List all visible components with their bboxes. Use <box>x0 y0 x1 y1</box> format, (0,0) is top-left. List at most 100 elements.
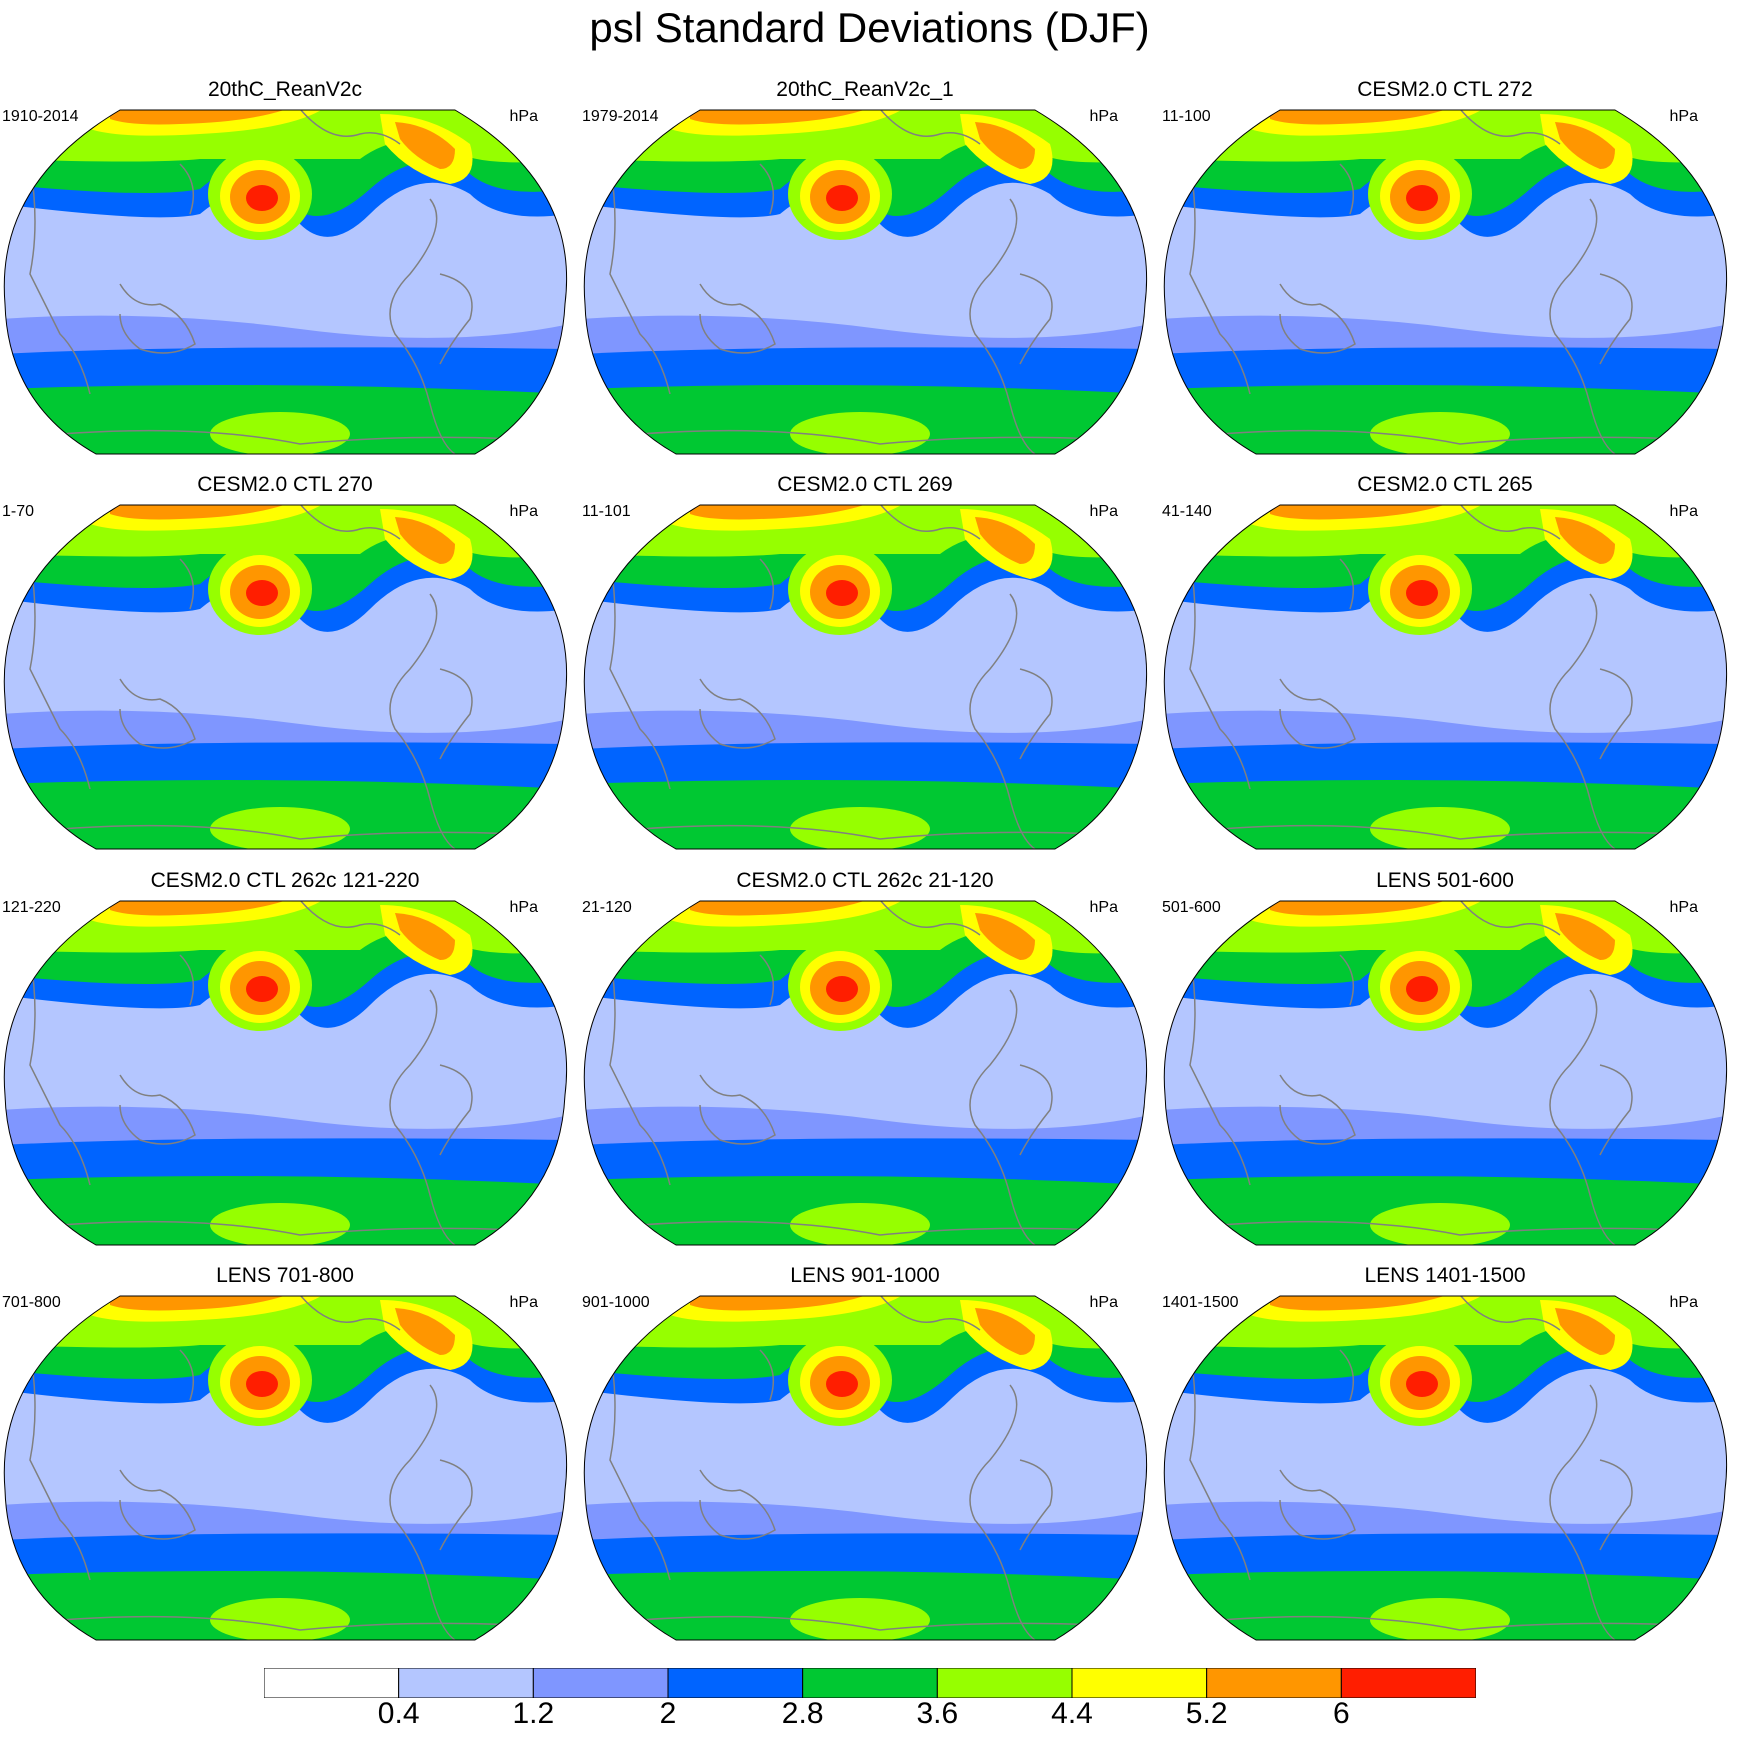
map-panel: 20thC_ReanV2c 1910-2014 hPa <box>0 78 570 473</box>
robinson-map <box>1163 1295 1728 1641</box>
colorbar-tick-label: 5.2 <box>1185 1697 1228 1730</box>
panel-title: CESM2.0 CTL 269 <box>777 473 953 496</box>
panel-units: hPa <box>1089 503 1118 520</box>
panel-period: 11-101 <box>582 503 631 520</box>
coastlines <box>1189 1296 1681 1640</box>
panel-period: 901-1000 <box>582 1294 650 1311</box>
coastlines <box>29 505 521 849</box>
panel-title: 20thC_ReanV2c_1 <box>776 78 954 101</box>
coastlines <box>609 901 1101 1245</box>
contour-fill <box>584 901 1147 1245</box>
map-panel: 20thC_ReanV2c_1 1979-2014 hPa <box>580 78 1150 473</box>
colorbar-swatch <box>802 1668 938 1698</box>
robinson-map <box>583 900 1148 1246</box>
robinson-map <box>583 1295 1148 1641</box>
colorbar-swatch <box>1206 1668 1342 1698</box>
panel-title: CESM2.0 CTL 272 <box>1357 78 1533 101</box>
contour-fill <box>4 505 567 849</box>
panel-units: hPa <box>1089 899 1118 916</box>
panel-period: 121-220 <box>2 899 61 916</box>
map-panel: LENS 901-1000 901-1000 hPa <box>580 1264 1150 1659</box>
robinson-map <box>3 109 568 455</box>
colorbar-tick-label: 4.4 <box>1051 1697 1093 1730</box>
panel-title: LENS 501-600 <box>1376 869 1514 892</box>
colorbar-tick-label: 0.4 <box>377 1697 420 1730</box>
contour-fill <box>584 1296 1147 1640</box>
panel-title: LENS 901-1000 <box>790 1264 940 1287</box>
panel-units: hPa <box>1089 1294 1118 1311</box>
panel-title: 20thC_ReanV2c <box>207 78 363 101</box>
colorbar-swatch <box>1340 1668 1476 1698</box>
colorbar-swatch <box>264 1668 400 1698</box>
robinson-map <box>1163 109 1728 455</box>
map-panel: CESM2.0 CTL 265 41-140 hPa <box>1160 473 1730 868</box>
figure-title: psl Standard Deviations (DJF) <box>589 4 1150 51</box>
panel-units: hPa <box>1669 899 1698 916</box>
colorbar-tick-label: 2.8 <box>781 1697 824 1730</box>
robinson-map <box>3 900 568 1246</box>
colorbar-swatch <box>398 1668 534 1698</box>
coastlines <box>609 1296 1101 1640</box>
panel-units: hPa <box>509 1294 538 1311</box>
contour-fill <box>584 505 1147 849</box>
panel-period: 701-800 <box>2 1294 61 1311</box>
coastlines <box>609 110 1101 454</box>
panel-units: hPa <box>1669 503 1698 520</box>
panel-period: 1979-2014 <box>582 108 659 125</box>
colorbar-swatch <box>936 1668 1073 1698</box>
panel-units: hPa <box>509 503 538 520</box>
panel-period: 1401-1500 <box>1162 1294 1239 1311</box>
robinson-map <box>583 109 1148 455</box>
robinson-map <box>1163 900 1728 1246</box>
map-panel: LENS 701-800 701-800 hPa <box>0 1264 570 1659</box>
colorbar <box>264 1668 1476 1698</box>
contour-fill <box>4 1296 567 1640</box>
map-panel: CESM2.0 CTL 262c 21-120 21-120 hPa <box>580 869 1150 1264</box>
contour-fill <box>1164 1296 1727 1640</box>
colorbar-swatch <box>532 1668 669 1698</box>
map-panel: LENS 1401-1500 1401-1500 hPa <box>1160 1264 1730 1659</box>
contour-fill <box>1164 901 1727 1245</box>
panel-units: hPa <box>509 899 538 916</box>
map-panel: CESM2.0 CTL 270 1-70 hPa <box>0 473 570 868</box>
contour-fill <box>4 901 567 1245</box>
coastlines <box>29 901 521 1245</box>
contour-fill <box>584 110 1147 454</box>
robinson-map <box>3 504 568 850</box>
map-panel: LENS 501-600 501-600 hPa <box>1160 869 1730 1264</box>
panel-units: hPa <box>1669 1294 1698 1311</box>
panel-title: CESM2.0 CTL 265 <box>1357 473 1533 496</box>
panel-units: hPa <box>1669 108 1698 125</box>
map-panel: CESM2.0 CTL 262c 121-220 121-220 hPa <box>0 869 570 1264</box>
panel-title: CESM2.0 CTL 262c 21-120 <box>736 869 994 892</box>
robinson-map <box>1163 504 1728 850</box>
map-panel: CESM2.0 CTL 269 11-101 hPa <box>580 473 1150 868</box>
coastlines <box>1189 110 1681 454</box>
panel-title: CESM2.0 CTL 262c 121-220 <box>150 869 420 892</box>
panel-title: LENS 1401-1500 <box>1364 1264 1526 1287</box>
colorbar-tick-label: 3.6 <box>916 1697 959 1730</box>
map-panel: CESM2.0 CTL 272 11-100 hPa <box>1160 78 1730 473</box>
contour-fill <box>1164 505 1727 849</box>
colorbar-swatch <box>667 1668 804 1698</box>
panel-period: 41-140 <box>1162 503 1212 520</box>
colorbar-tick-label: 2 <box>659 1697 677 1730</box>
panel-period: 11-100 <box>1162 108 1211 125</box>
panel-period: 1-70 <box>2 503 35 520</box>
panel-period: 501-600 <box>1162 899 1221 916</box>
coastlines <box>29 110 521 454</box>
contour-fill <box>4 110 567 454</box>
panel-period: 1910-2014 <box>2 108 79 125</box>
panel-title: CESM2.0 CTL 270 <box>197 473 373 496</box>
colorbar-swatch <box>1071 1668 1208 1698</box>
coastlines <box>1189 901 1681 1245</box>
panel-title: LENS 701-800 <box>216 1264 354 1287</box>
contour-fill <box>1164 110 1727 454</box>
panel-units: hPa <box>1089 108 1118 125</box>
coastlines <box>1189 505 1681 849</box>
colorbar-tick-label: 1.2 <box>512 1697 555 1730</box>
robinson-map <box>583 504 1148 850</box>
panel-period: 21-120 <box>582 899 632 916</box>
coastlines <box>609 505 1101 849</box>
robinson-map <box>3 1295 568 1641</box>
